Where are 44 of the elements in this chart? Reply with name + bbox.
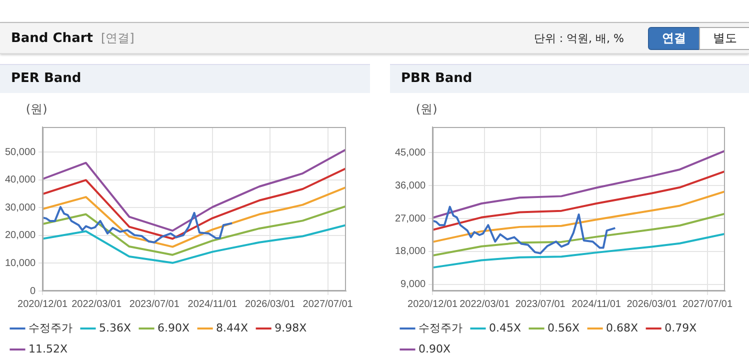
x-tick-label: 2026/03/01 xyxy=(244,298,296,310)
x-tick-label: 2020/12/01 xyxy=(408,298,458,310)
legend-label: 5.36X xyxy=(99,321,132,334)
legend-label: 9.98X xyxy=(274,321,308,334)
x-tick-label: 2027/07/01 xyxy=(302,298,354,310)
chart-title: PER Band xyxy=(0,64,370,93)
legend-label: 8.44X xyxy=(216,321,249,334)
y-tick-label: 50,000 xyxy=(4,146,36,158)
legend-label: 0.79X xyxy=(664,321,698,334)
x-tick-label: 2024/11/01 xyxy=(188,298,238,310)
y-tick-label: 36,000 xyxy=(394,180,426,192)
legend-label: 수정주가 xyxy=(28,321,72,334)
y-tick-label: 27,000 xyxy=(394,213,426,224)
legend-label: 수정주가 xyxy=(418,321,462,334)
y-tick-label: 0 xyxy=(30,286,36,297)
x-tick-label: 2022/03/01 xyxy=(72,298,122,310)
legend-label: 11.52X xyxy=(28,342,68,356)
x-tick-label: 2023/07/01 xyxy=(129,298,180,310)
text: [연결] xyxy=(100,31,134,45)
y-axis-title: (원) xyxy=(416,102,438,116)
text: Band Chart xyxy=(11,31,93,46)
y-tick-label: 40,000 xyxy=(4,174,36,186)
legend-label: 6.90X xyxy=(158,321,190,334)
x-tick-label: 2023/07/01 xyxy=(515,298,566,310)
y-tick-label: 30,000 xyxy=(4,202,36,214)
text: 단위 : 억원, 배, % xyxy=(534,31,624,46)
y-tick-label: 45,000 xyxy=(394,147,426,158)
y-tick-label: 10,000 xyxy=(4,258,36,269)
x-tick-label: 2027/07/01 xyxy=(682,298,733,310)
y-tick-label: 9,000 xyxy=(400,279,426,290)
chart-title: PBR Band xyxy=(390,64,749,93)
x-tick-label: 2020/12/01 xyxy=(18,298,68,310)
legend-label: 0.56X xyxy=(548,321,580,334)
legend-label: 0.45X xyxy=(489,321,522,334)
y-axis-title: (원) xyxy=(26,102,48,116)
x-tick-label: 2022/03/01 xyxy=(460,298,510,310)
text: 연결 xyxy=(648,27,700,50)
y-tick-label: 18,000 xyxy=(394,246,426,258)
x-tick-label: 2024/11/01 xyxy=(572,298,622,310)
x-tick-label: 2026/03/01 xyxy=(626,298,678,310)
y-tick-label: 20,000 xyxy=(4,230,36,242)
legend-label: 0.90X xyxy=(418,342,451,356)
text: 별도 xyxy=(699,27,749,50)
legend-label: 0.68X xyxy=(606,321,639,334)
